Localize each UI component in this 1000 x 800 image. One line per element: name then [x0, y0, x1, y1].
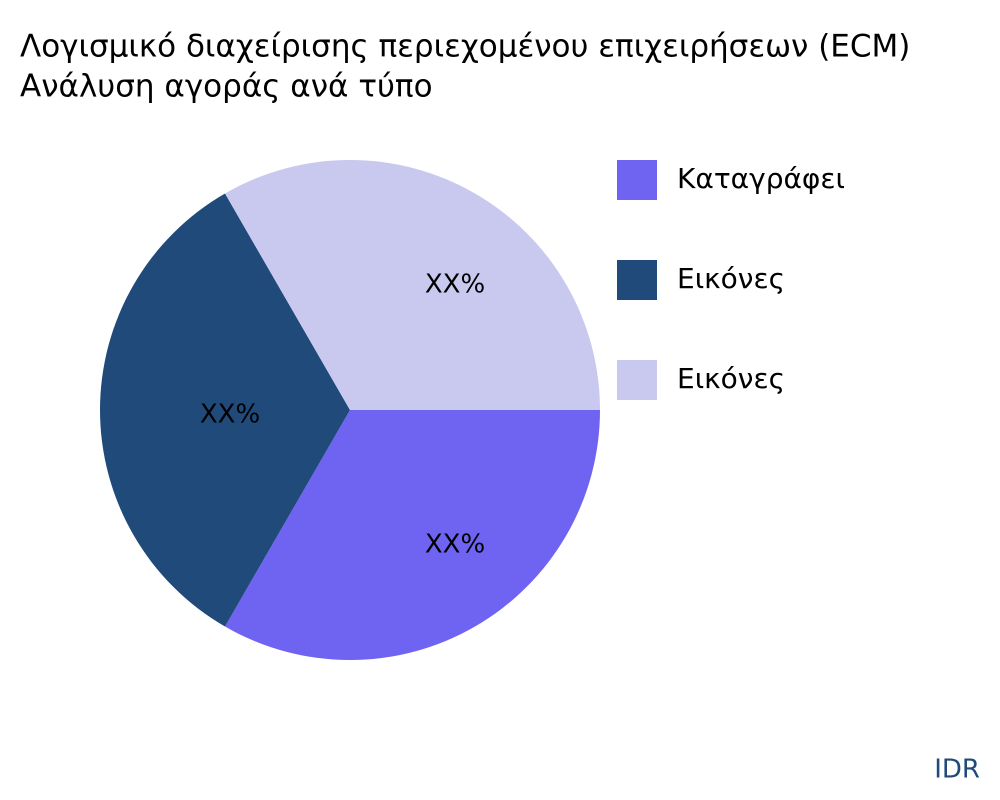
chart-title: Λογισμικό διαχείρισης περιεχομένου επιχε… — [20, 29, 910, 65]
data-label: XX% — [200, 400, 260, 430]
data-label: XX% — [425, 529, 485, 559]
source: IDR — [934, 755, 980, 785]
legend-swatch — [617, 360, 657, 400]
legend-label: Καταγράφει — [677, 162, 845, 195]
data-label: XX% — [425, 270, 485, 300]
legend-label: Εικόνες — [677, 262, 785, 295]
pie-slice — [225, 410, 600, 660]
legend-swatch — [617, 260, 657, 300]
chart-subtitle: Ανάλυση αγοράς ανά τύπο — [20, 69, 433, 105]
legend-swatch — [617, 160, 657, 200]
legend-label: Εικόνες — [677, 362, 785, 395]
pie-slice — [225, 160, 600, 410]
